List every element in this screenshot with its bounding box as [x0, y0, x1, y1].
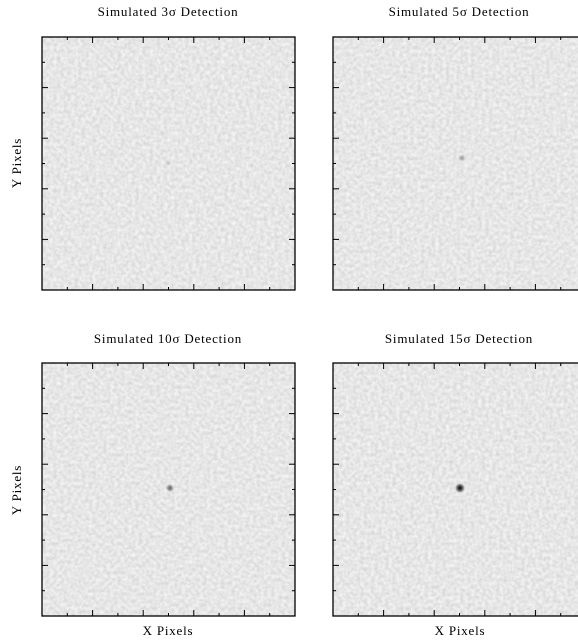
point-source: [165, 160, 171, 166]
point-source: [458, 154, 466, 162]
panel: Simulated 10σ Detection Y Pixels X Pixel…: [9, 331, 296, 638]
panel-title: Simulated 10σ Detection: [94, 331, 242, 346]
panel-title: Simulated 5σ Detection: [389, 4, 530, 19]
panel: Simulated 5σ Detection: [332, 4, 578, 291]
panel: Simulated 3σ Detection Y Pixels: [9, 4, 296, 291]
y-axis-label: Y Pixels: [9, 138, 24, 188]
noise-image: [333, 37, 578, 290]
point-source: [166, 484, 174, 492]
x-axis-label: X Pixels: [143, 623, 194, 638]
panel-title: Simulated 3σ Detection: [98, 4, 239, 19]
panel: Simulated 15σ Detection X Pixels: [332, 331, 578, 638]
point-source: [455, 483, 465, 493]
panel-title: Simulated 15σ Detection: [385, 331, 533, 346]
y-axis-label: Y Pixels: [9, 465, 24, 515]
x-axis-label: X Pixels: [435, 623, 486, 638]
